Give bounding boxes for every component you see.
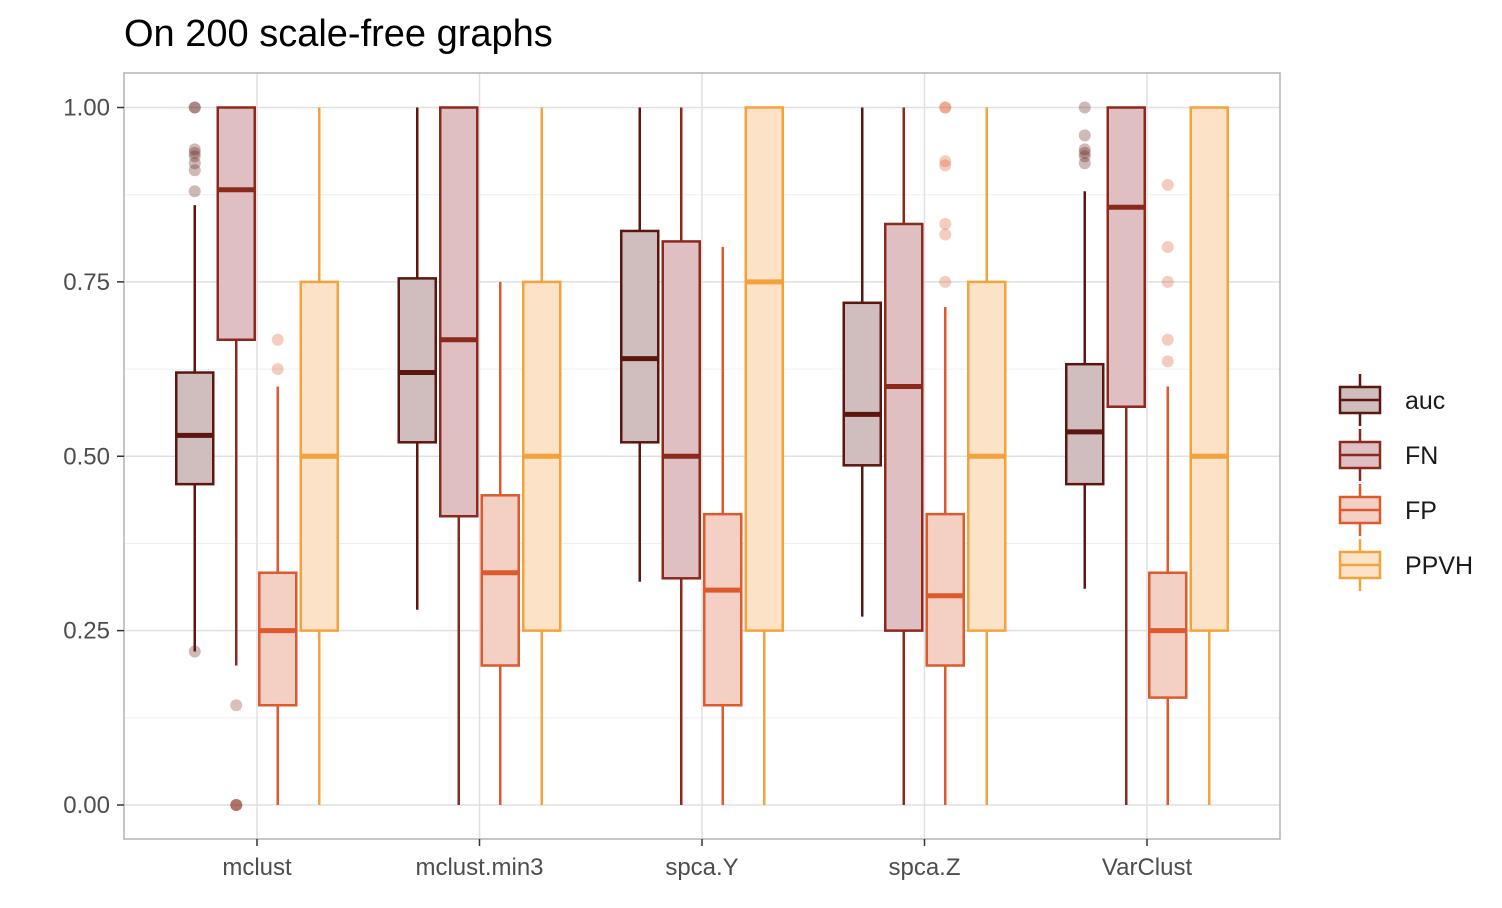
outlier-point-1 — [188, 101, 201, 114]
x-axis: mclust mclust.min3 spca.Y spca.Z VarClust — [222, 839, 1192, 881]
legend: auc FN FP PPVH — [1338, 374, 1473, 591]
box-series — [175, 101, 1229, 811]
box-PPVH-spca.Z — [967, 107, 1007, 805]
box-FP-VarClust — [1148, 178, 1188, 805]
box-auc-mclust.min3 — [397, 107, 437, 610]
box-iqr — [439, 106, 479, 518]
box-FP-spca.Y — [703, 247, 743, 805]
outlier-point-3 — [188, 146, 201, 159]
outlier-point-4 — [1078, 150, 1091, 163]
outlier-point-4 — [188, 150, 201, 163]
legend-item-auc: auc — [1338, 374, 1445, 426]
outlier-point-7 — [188, 185, 201, 198]
outlier-point-2 — [230, 799, 243, 811]
y-tick-label-0: 0.00 — [63, 792, 110, 819]
box-PPVH-VarClust — [1189, 106, 1229, 805]
box-iqr — [397, 277, 437, 444]
series-auc — [175, 101, 1105, 658]
legend-label-FP: FP — [1405, 497, 1437, 525]
outlier-point-1 — [1161, 241, 1174, 253]
y-tick-label-1: 0.25 — [63, 618, 110, 645]
box-iqr — [1148, 571, 1188, 699]
outlier-point-5 — [939, 228, 952, 241]
y-tick-label-3: 0.75 — [63, 269, 110, 296]
outlier-point-2 — [1161, 275, 1174, 288]
box-PPVH-mclust — [299, 107, 339, 805]
legend-item-FN: FN — [1338, 429, 1438, 481]
box-FP-mclust — [258, 333, 298, 805]
box-iqr — [925, 512, 965, 667]
outlier-point-8 — [188, 645, 201, 658]
box-FN-spca.Y — [661, 107, 701, 805]
outlier-point-0 — [1078, 101, 1091, 114]
legend-label-PPVH: PPVH — [1405, 552, 1473, 580]
box-iqr — [842, 301, 882, 467]
y-tick-label-2: 0.50 — [63, 443, 110, 470]
box-iqr — [661, 240, 701, 580]
outlier-point-0 — [271, 333, 284, 346]
series-FN — [216, 106, 1146, 811]
chart-title: On 200 scale-free graphs — [124, 13, 553, 55]
box-iqr — [1189, 106, 1229, 632]
outlier-point-6 — [188, 164, 201, 177]
outlier-point-0 — [939, 101, 952, 114]
y-tick-label-4: 1.00 — [63, 95, 110, 122]
outlier-point-2 — [939, 155, 952, 168]
outlier-point-6 — [939, 275, 952, 288]
outlier-point-0 — [1161, 178, 1174, 191]
box-iqr — [703, 512, 743, 707]
box-FP-spca.Z — [925, 101, 965, 805]
outlier-point-5 — [188, 157, 201, 170]
box-auc-spca.Y — [620, 107, 660, 582]
legend-item-PPVH: PPVH — [1338, 539, 1473, 591]
box-FN-VarClust — [1106, 106, 1146, 805]
legend-item-FP: FP — [1338, 484, 1437, 536]
box-iqr — [216, 106, 256, 342]
y-axis: 0.00 0.25 0.50 0.75 1.00 — [63, 95, 124, 819]
box-PPVH-mclust.min3 — [522, 107, 562, 805]
outlier-point-0 — [230, 699, 243, 712]
box-FP-mclust.min3 — [480, 281, 520, 805]
box-auc-spca.Z — [842, 107, 882, 617]
box-iqr — [1065, 362, 1105, 486]
x-tick-label-2: spca.Y — [665, 854, 738, 881]
outlier-point-5 — [1078, 157, 1091, 170]
box-iqr — [175, 371, 215, 486]
outlier-point-3 — [939, 159, 952, 172]
outlier-point-3 — [230, 799, 243, 811]
outlier-point-3 — [1078, 146, 1091, 159]
legend-label-FN: FN — [1405, 442, 1438, 470]
box-FN-mclust — [216, 106, 256, 811]
outlier-point-4 — [939, 217, 952, 230]
box-FN-spca.Z — [884, 107, 924, 805]
legend-label-auc: auc — [1405, 387, 1445, 415]
x-tick-label-0: mclust — [222, 854, 292, 881]
box-iqr — [1106, 106, 1146, 408]
box-iqr — [258, 571, 298, 707]
box-auc-VarClust — [1065, 101, 1105, 589]
box-iqr — [620, 229, 660, 444]
outlier-point-1 — [939, 101, 952, 114]
x-tick-label-1: mclust.min3 — [415, 854, 543, 881]
box-iqr — [480, 494, 520, 667]
box-iqr — [744, 106, 784, 632]
box-FN-mclust.min3 — [439, 106, 479, 805]
outlier-point-1 — [271, 363, 284, 376]
outlier-point-1 — [230, 799, 243, 811]
x-tick-label-3: spca.Z — [888, 854, 960, 881]
outlier-point-2 — [1078, 143, 1091, 156]
outlier-point-0 — [188, 101, 201, 114]
box-PPVH-spca.Y — [744, 106, 784, 805]
outlier-point-3 — [1161, 333, 1174, 346]
outlier-point-1 — [1078, 129, 1091, 142]
box-iqr — [884, 222, 924, 632]
outlier-point-4 — [1161, 355, 1174, 368]
series-PPVH — [299, 106, 1229, 805]
x-tick-label-4: VarClust — [1102, 854, 1193, 881]
box-auc-mclust — [175, 101, 215, 658]
series-FP — [258, 101, 1188, 805]
outlier-point-2 — [188, 143, 201, 156]
